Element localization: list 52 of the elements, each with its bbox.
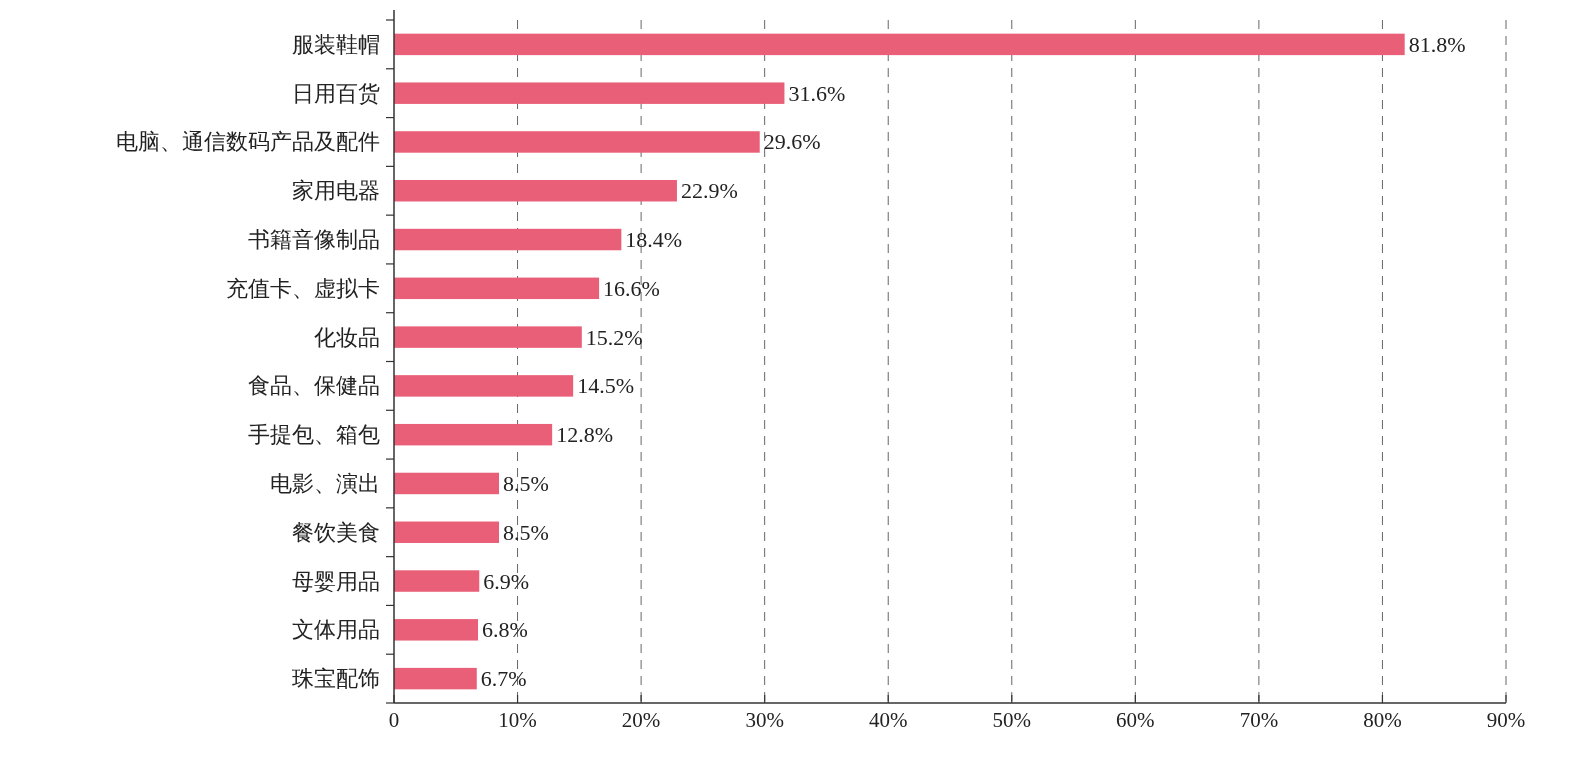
data-label: 29.6% [763,129,821,155]
y-tick-label: 食品、保健品 [248,373,380,399]
data-label: 18.4% [625,227,683,253]
data-label: 8.5% [503,470,549,496]
x-tick-label: 30% [745,708,784,732]
y-tick-label: 母婴用品 [292,568,380,594]
data-label: 31.6% [788,80,846,106]
data-label: 6.9% [483,568,530,594]
bar [394,180,677,202]
x-tick-label: 90% [1486,708,1526,732]
data-label: 22.9% [680,178,738,204]
y-tick-label: 服装鞋帽 [292,31,380,57]
y-tick-label: 文体用品 [292,617,380,643]
bar [394,570,480,592]
y-tick-label: 书籍音像制品 [248,227,380,253]
y-tick-label: 日用百货 [292,80,380,106]
bar [394,228,622,251]
data-label: 8.5% [503,519,549,545]
y-tick-label: 电影、演出 [270,470,380,496]
y-tick-label: 餐饮美食 [292,519,380,545]
data-label: 16.6% [603,275,660,301]
y-tick-label: 手提包、箱包 [248,422,380,448]
x-tick-label: 80% [1363,708,1402,732]
x-tick-label: 20% [621,708,661,732]
bar [394,423,553,446]
data-label: 14.5% [577,373,634,399]
bar [394,277,600,300]
bar [394,82,785,104]
bar [394,326,582,348]
data-label: 6.8% [482,617,528,643]
x-tick-label: 40% [868,708,908,732]
bar [394,667,477,690]
x-tick-label: 0 [388,708,400,732]
bar [394,131,760,153]
x-tick-label: 70% [1239,708,1279,732]
x-tick-label: 10% [498,708,537,732]
x-tick-label: 50% [992,708,1032,732]
data-label: 12.8% [556,422,613,448]
bar [394,619,479,641]
bar [394,521,500,543]
y-tick-label: 化妆品 [314,324,380,350]
bar [394,375,574,397]
data-label: 6.7% [480,666,527,692]
data-label: 81.8% [1408,31,1466,57]
x-tick-label: 60% [1116,708,1155,732]
y-tick-label: 充值卡、虚拟卡 [226,275,380,301]
bar [394,33,1405,56]
bar [394,472,500,495]
y-tick-label: 珠宝配饰 [292,666,380,692]
data-label: 15.2% [585,324,643,350]
y-tick-label: 家用电器 [292,178,380,204]
y-tick-label: 电脑、通信数码产品及配件 [116,129,380,155]
